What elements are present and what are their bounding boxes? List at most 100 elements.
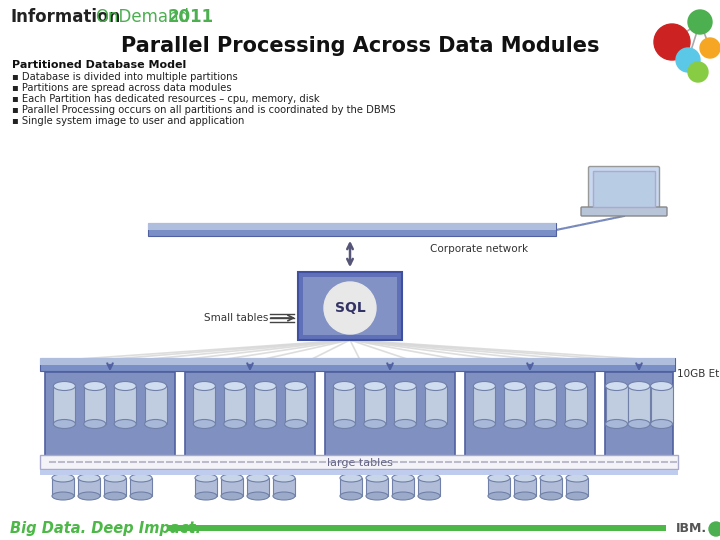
Bar [273, 478, 295, 496]
Ellipse shape [145, 420, 166, 429]
Ellipse shape [84, 420, 106, 429]
Ellipse shape [84, 381, 106, 390]
Bar [628, 386, 650, 424]
Ellipse shape [194, 381, 215, 390]
Text: large tables: large tables [327, 458, 393, 468]
Bar [650, 386, 672, 424]
Ellipse shape [340, 474, 362, 482]
Bar [395, 386, 416, 424]
Ellipse shape [474, 381, 495, 390]
Ellipse shape [224, 420, 246, 429]
Bar [340, 478, 362, 496]
Circle shape [324, 282, 376, 334]
Ellipse shape [247, 492, 269, 500]
Text: ▪ Single system image to user and application: ▪ Single system image to user and applic… [12, 116, 244, 126]
Ellipse shape [534, 381, 556, 390]
Ellipse shape [534, 420, 556, 429]
Ellipse shape [395, 381, 416, 390]
Ellipse shape [333, 381, 356, 390]
Ellipse shape [418, 474, 440, 482]
FancyBboxPatch shape [588, 166, 660, 212]
Ellipse shape [488, 492, 510, 500]
Bar [540, 478, 562, 496]
Bar [224, 386, 246, 424]
Ellipse shape [364, 420, 386, 429]
Ellipse shape [52, 492, 74, 500]
Ellipse shape [425, 420, 446, 429]
Text: 10GB Ethernet: 10GB Ethernet [677, 369, 720, 379]
Circle shape [688, 10, 712, 34]
Bar [593, 171, 655, 207]
Ellipse shape [130, 474, 152, 482]
Text: OnDemand: OnDemand [95, 8, 189, 26]
Ellipse shape [566, 474, 588, 482]
Bar [195, 478, 217, 496]
Bar [45, 372, 175, 460]
Ellipse shape [247, 474, 269, 482]
Bar [465, 372, 595, 460]
Ellipse shape [78, 492, 100, 500]
Bar [325, 372, 455, 460]
Ellipse shape [221, 492, 243, 500]
Text: SQL: SQL [335, 301, 365, 315]
Text: Information: Information [10, 8, 120, 26]
Ellipse shape [145, 381, 166, 390]
Bar [145, 386, 166, 424]
Ellipse shape [340, 492, 362, 500]
Ellipse shape [254, 420, 276, 429]
Ellipse shape [395, 420, 416, 429]
Ellipse shape [364, 381, 386, 390]
Bar [53, 386, 76, 424]
Bar [104, 478, 126, 496]
Text: Partitioned Database Model: Partitioned Database Model [12, 60, 186, 70]
Ellipse shape [418, 492, 440, 500]
Bar [605, 372, 673, 460]
Bar [254, 386, 276, 424]
Ellipse shape [650, 381, 672, 390]
Bar [40, 358, 675, 371]
Ellipse shape [425, 381, 446, 390]
Bar [364, 386, 386, 424]
Ellipse shape [606, 420, 628, 429]
Ellipse shape [392, 474, 414, 482]
Ellipse shape [514, 474, 536, 482]
Ellipse shape [104, 474, 126, 482]
Bar [247, 478, 269, 496]
Circle shape [688, 62, 708, 82]
Ellipse shape [273, 492, 295, 500]
Ellipse shape [504, 381, 526, 390]
Text: 2011: 2011 [168, 8, 214, 26]
Bar [194, 386, 215, 424]
Text: Small tables: Small tables [204, 313, 269, 323]
Ellipse shape [53, 420, 76, 429]
Ellipse shape [53, 381, 76, 390]
Bar [425, 386, 446, 424]
Ellipse shape [273, 474, 295, 482]
Bar [0, 515, 720, 540]
Ellipse shape [564, 381, 587, 390]
Bar [474, 386, 495, 424]
Ellipse shape [540, 474, 562, 482]
Ellipse shape [284, 381, 307, 390]
Ellipse shape [78, 474, 100, 482]
Bar [488, 478, 510, 496]
Bar [221, 478, 243, 496]
Ellipse shape [628, 420, 650, 429]
Ellipse shape [488, 474, 510, 482]
Bar [130, 478, 152, 496]
Ellipse shape [650, 420, 672, 429]
Ellipse shape [566, 492, 588, 500]
Bar [148, 223, 556, 230]
Text: ▪ Parallel Processing occurs on all partitions and is coordinated by the DBMS: ▪ Parallel Processing occurs on all part… [12, 105, 395, 115]
Ellipse shape [52, 474, 74, 482]
Ellipse shape [564, 420, 587, 429]
Bar [392, 478, 414, 496]
Ellipse shape [114, 381, 136, 390]
Ellipse shape [392, 492, 414, 500]
Text: IBM.: IBM. [676, 522, 707, 535]
Bar [504, 386, 526, 424]
Text: ▪ Each Partition has dedicated resources – cpu, memory, disk: ▪ Each Partition has dedicated resources… [12, 94, 320, 104]
Ellipse shape [474, 420, 495, 429]
Bar [148, 223, 556, 236]
Text: ▪ Partitions are spread across data modules: ▪ Partitions are spread across data modu… [12, 83, 232, 93]
